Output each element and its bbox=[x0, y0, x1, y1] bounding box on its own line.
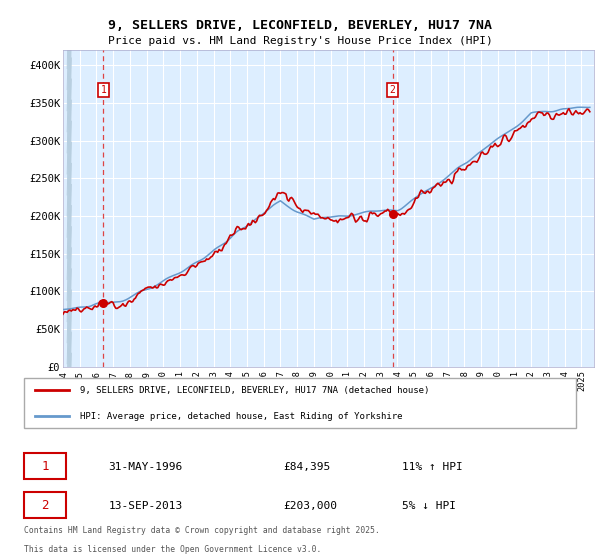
Text: 1: 1 bbox=[101, 85, 106, 95]
FancyBboxPatch shape bbox=[23, 492, 66, 519]
Text: This data is licensed under the Open Government Licence v3.0.: This data is licensed under the Open Gov… bbox=[23, 545, 321, 554]
Text: HPI: Average price, detached house, East Riding of Yorkshire: HPI: Average price, detached house, East… bbox=[80, 412, 403, 421]
Text: 9, SELLERS DRIVE, LECONFIELD, BEVERLEY, HU17 7NA: 9, SELLERS DRIVE, LECONFIELD, BEVERLEY, … bbox=[108, 18, 492, 32]
Text: 9, SELLERS DRIVE, LECONFIELD, BEVERLEY, HU17 7NA (detached house): 9, SELLERS DRIVE, LECONFIELD, BEVERLEY, … bbox=[80, 386, 430, 395]
Text: 11% ↑ HPI: 11% ↑ HPI bbox=[401, 461, 462, 472]
Text: 1: 1 bbox=[41, 460, 49, 473]
FancyBboxPatch shape bbox=[23, 453, 66, 479]
Text: 31-MAY-1996: 31-MAY-1996 bbox=[108, 461, 182, 472]
Text: Contains HM Land Registry data © Crown copyright and database right 2025.: Contains HM Land Registry data © Crown c… bbox=[23, 526, 380, 535]
Text: Price paid vs. HM Land Registry's House Price Index (HPI): Price paid vs. HM Land Registry's House … bbox=[107, 36, 493, 46]
Text: 13-SEP-2013: 13-SEP-2013 bbox=[108, 501, 182, 511]
Text: 2: 2 bbox=[41, 500, 49, 512]
Text: £84,395: £84,395 bbox=[283, 461, 331, 472]
Text: £203,000: £203,000 bbox=[283, 501, 337, 511]
Text: 2: 2 bbox=[390, 85, 395, 95]
FancyBboxPatch shape bbox=[23, 378, 577, 428]
Text: 5% ↓ HPI: 5% ↓ HPI bbox=[401, 501, 455, 511]
